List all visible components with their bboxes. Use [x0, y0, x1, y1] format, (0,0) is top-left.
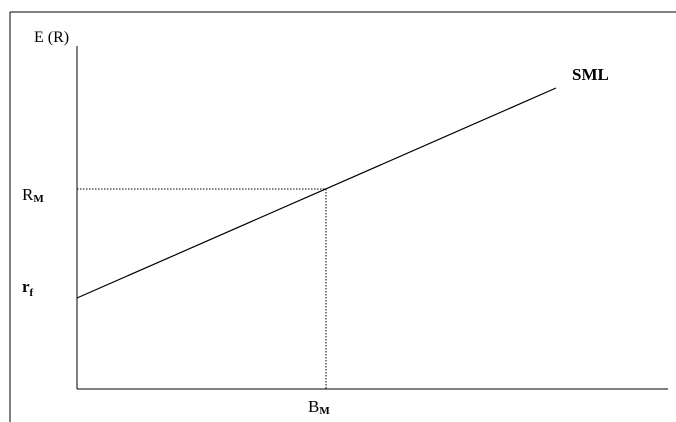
diagram: E (R) SML RM rf BM — [0, 0, 676, 422]
line-label: SML — [572, 65, 609, 84]
y-axis-label: E (R) — [34, 29, 69, 46]
background — [0, 0, 676, 422]
label-base: R — [22, 185, 34, 204]
label-sub: M — [33, 193, 44, 205]
label-sub: f — [30, 287, 34, 299]
label-sub: M — [319, 405, 330, 417]
label-base: B — [308, 397, 319, 416]
